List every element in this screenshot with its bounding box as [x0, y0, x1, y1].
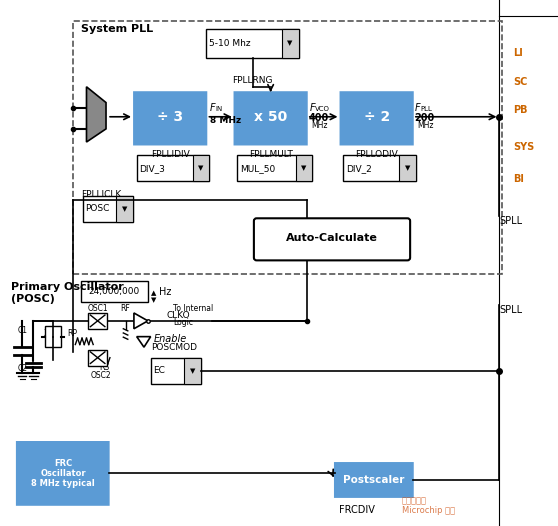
- Polygon shape: [134, 313, 148, 329]
- Text: Primary Oscillator: Primary Oscillator: [11, 281, 124, 292]
- Text: FPLLMULT: FPLLMULT: [249, 150, 292, 159]
- Bar: [343, 155, 416, 181]
- Bar: [73, 21, 502, 274]
- Text: ▼: ▼: [301, 165, 307, 171]
- Text: DIV_3: DIV_3: [140, 164, 165, 173]
- Text: FPLLRNG: FPLLRNG: [233, 76, 273, 85]
- Text: C2: C2: [17, 364, 27, 373]
- Text: F: F: [310, 103, 315, 113]
- Text: LI: LI: [513, 47, 523, 58]
- Text: 200: 200: [414, 113, 434, 124]
- Text: ▼: ▼: [151, 297, 156, 303]
- Text: SPLL: SPLL: [499, 216, 522, 226]
- Text: SYS: SYS: [513, 142, 535, 153]
- Bar: [83, 196, 133, 222]
- Bar: [45, 326, 61, 347]
- Bar: [296, 155, 312, 181]
- Bar: [237, 155, 312, 181]
- Bar: [282, 29, 299, 58]
- Text: (POSC): (POSC): [11, 294, 55, 304]
- Text: BI: BI: [513, 174, 524, 184]
- Text: Postscaler: Postscaler: [343, 474, 405, 485]
- Bar: [116, 196, 133, 222]
- Text: C1: C1: [17, 326, 27, 335]
- Text: RF: RF: [120, 304, 129, 313]
- Text: EC: EC: [153, 366, 165, 376]
- Text: XTAL: XTAL: [44, 329, 62, 338]
- Text: ▼: ▼: [122, 206, 127, 212]
- Bar: [184, 358, 201, 384]
- Text: VCO: VCO: [315, 106, 330, 113]
- Text: POSCMOD: POSCMOD: [151, 343, 196, 352]
- Text: MHz: MHz: [417, 120, 434, 130]
- FancyBboxPatch shape: [254, 218, 410, 260]
- Text: ÷ 3: ÷ 3: [157, 110, 183, 124]
- Text: FPLLODIV: FPLLODIV: [355, 150, 398, 159]
- Bar: [88, 350, 107, 366]
- Text: ▼: ▼: [190, 368, 195, 374]
- Text: MUL_50: MUL_50: [240, 164, 275, 173]
- Text: Enable: Enable: [153, 334, 187, 345]
- Text: POSC: POSC: [85, 204, 110, 214]
- Text: 8 MHz: 8 MHz: [210, 116, 241, 126]
- Text: 电子发烧友: 电子发烧友: [402, 496, 427, 505]
- FancyBboxPatch shape: [234, 92, 307, 145]
- Bar: [193, 155, 209, 181]
- Polygon shape: [86, 87, 106, 142]
- FancyBboxPatch shape: [335, 463, 413, 497]
- Text: RS: RS: [99, 363, 109, 372]
- Polygon shape: [137, 337, 151, 347]
- Text: x 50: x 50: [254, 110, 287, 124]
- Text: PB: PB: [513, 105, 528, 116]
- Text: Logic: Logic: [173, 318, 193, 327]
- Text: System PLL: System PLL: [81, 24, 153, 34]
- Bar: [206, 29, 299, 58]
- Text: RP: RP: [67, 329, 77, 338]
- Text: DIV_2: DIV_2: [346, 164, 372, 173]
- FancyBboxPatch shape: [17, 442, 109, 505]
- Text: PLL: PLL: [420, 106, 432, 113]
- Text: ÷ 2: ÷ 2: [363, 110, 390, 124]
- Text: 24,000,000: 24,000,000: [89, 287, 140, 297]
- Text: ▼: ▼: [405, 165, 410, 171]
- Bar: [88, 313, 107, 329]
- Text: FRCDIV: FRCDIV: [339, 505, 375, 515]
- Text: FPLLICLK: FPLLICLK: [81, 190, 121, 199]
- Text: Microchip 社区: Microchip 社区: [402, 507, 455, 515]
- Bar: [151, 358, 201, 384]
- Bar: [137, 155, 209, 181]
- Text: ▼: ▼: [198, 165, 204, 171]
- Text: IN: IN: [215, 106, 223, 113]
- Text: OSC2: OSC2: [90, 371, 110, 380]
- Bar: [81, 281, 148, 302]
- FancyBboxPatch shape: [134, 92, 206, 145]
- Text: To Internal: To Internal: [173, 304, 213, 313]
- Text: FRC
Oscillator
8 MHz typical: FRC Oscillator 8 MHz typical: [31, 459, 95, 488]
- Text: OSC1: OSC1: [88, 304, 108, 313]
- Text: F: F: [210, 103, 215, 113]
- Text: SC: SC: [513, 76, 528, 87]
- Text: Auto-Calculate: Auto-Calculate: [286, 233, 378, 244]
- Text: SPLL: SPLL: [499, 305, 522, 316]
- Text: Hz: Hz: [159, 287, 171, 297]
- Text: 400: 400: [309, 113, 329, 124]
- FancyBboxPatch shape: [340, 92, 413, 145]
- Text: ▼: ▼: [287, 41, 293, 46]
- Text: 5-10 Mhz: 5-10 Mhz: [209, 39, 251, 48]
- Text: FPLLIDIV: FPLLIDIV: [151, 150, 190, 159]
- Text: F: F: [415, 103, 421, 113]
- Bar: [399, 155, 416, 181]
- Text: MHz: MHz: [311, 120, 328, 130]
- Text: ▲: ▲: [151, 290, 156, 296]
- Text: CLKO: CLKO: [167, 311, 190, 320]
